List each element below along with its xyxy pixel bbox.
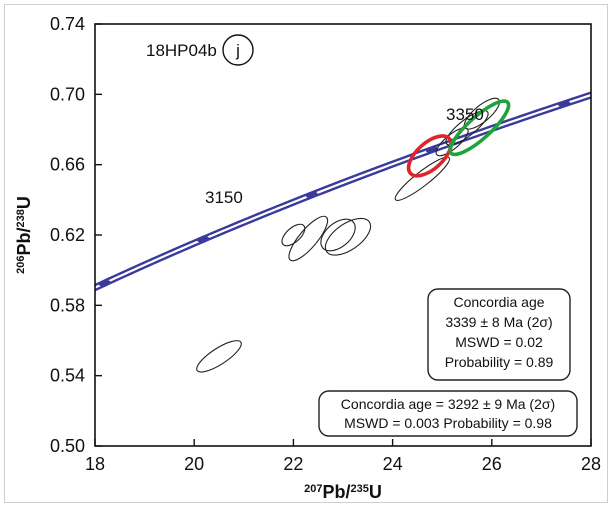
result-lower-line2: MSWD = 0.003 Probability = 0.98 xyxy=(344,415,552,431)
result-box-lower xyxy=(318,390,578,437)
panel-letter-circle xyxy=(222,34,254,66)
panel-letter: j xyxy=(235,41,240,60)
result-box-upper xyxy=(427,288,571,381)
y-axis-title: 206Pb/238U xyxy=(14,196,34,274)
x-tick-label: 18 xyxy=(85,454,105,474)
error-ellipse-green xyxy=(448,99,511,157)
concordia-age-tick xyxy=(305,191,318,199)
result-upper-line4: Probability = 0.89 xyxy=(445,354,554,370)
concordia-age-tick xyxy=(558,100,571,108)
y-tick-label: 0.50 xyxy=(50,436,85,456)
result-upper-line1: Concordia age xyxy=(453,294,544,310)
figure-frame xyxy=(4,4,608,503)
x-tick-label: 22 xyxy=(283,454,303,474)
error-ellipse-black xyxy=(196,340,242,373)
error-ellipse-black xyxy=(288,215,329,262)
data-ellipses xyxy=(196,97,511,373)
concordia-curve xyxy=(95,91,591,292)
concordia-age-tick xyxy=(197,236,210,243)
y-tick-label: 0.54 xyxy=(50,366,85,386)
y-tick-label: 0.66 xyxy=(50,155,85,175)
result-upper-line3: MSWD = 0.02 xyxy=(455,334,543,350)
x-tick-label: 26 xyxy=(482,454,502,474)
axis-ticks: 18 20 22 24 26 28 0.50 0.54 0.58 0.62 0.66 0.70 0.74 xyxy=(50,14,601,474)
x-axis-title: 207Pb/235U xyxy=(304,482,382,502)
y-tick-label: 0.58 xyxy=(50,295,85,315)
concordia-centerline xyxy=(95,93,591,289)
y-tick-label: 0.74 xyxy=(50,14,85,34)
error-ellipse-black xyxy=(320,218,356,252)
y-tick-label: 0.62 xyxy=(50,225,85,245)
error-ellipse-black xyxy=(445,109,489,146)
x-tick-label: 28 xyxy=(581,454,601,474)
plot-area-border xyxy=(94,23,592,447)
sample-label: 18HP04b xyxy=(146,41,217,60)
concordia-age-tick xyxy=(98,279,111,287)
concordia-age-label-3350: 3350 xyxy=(446,105,484,124)
error-ellipse-black xyxy=(324,217,372,256)
result-upper-line2: 3339 ± 8 Ma (2σ) xyxy=(445,314,552,330)
concordia-age-label-3150: 3150 xyxy=(205,188,243,207)
error-ellipse-red xyxy=(406,134,453,178)
concordia-age-tick xyxy=(425,146,438,153)
error-ellipse-black xyxy=(394,156,451,201)
x-tick-label: 24 xyxy=(383,454,403,474)
y-tick-label: 0.70 xyxy=(50,84,85,104)
x-tick-label: 20 xyxy=(184,454,204,474)
error-ellipse-black xyxy=(281,223,306,247)
result-lower-line1: Concordia age = 3292 ± 9 Ma (2σ) xyxy=(341,396,555,412)
